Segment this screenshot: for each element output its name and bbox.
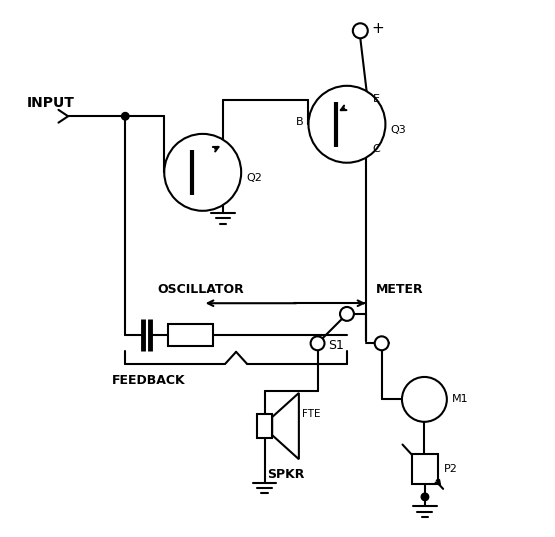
Text: E: E <box>372 94 380 104</box>
FancyBboxPatch shape <box>412 454 438 483</box>
Text: FEEDBACK: FEEDBACK <box>112 374 185 387</box>
Text: Q2: Q2 <box>246 173 263 183</box>
Text: OSCILLATOR: OSCILLATOR <box>157 284 244 296</box>
Text: FTE: FTE <box>301 409 320 419</box>
Circle shape <box>402 377 447 422</box>
Text: METER: METER <box>376 284 424 296</box>
Circle shape <box>375 336 388 350</box>
Text: M1: M1 <box>452 394 469 404</box>
FancyBboxPatch shape <box>168 324 213 346</box>
Text: B: B <box>295 117 303 127</box>
Circle shape <box>353 23 368 38</box>
Text: C: C <box>372 144 380 154</box>
Text: INPUT: INPUT <box>27 96 74 110</box>
Circle shape <box>309 86 385 163</box>
FancyBboxPatch shape <box>257 414 272 438</box>
Text: S1: S1 <box>328 339 344 352</box>
Circle shape <box>340 307 354 321</box>
Circle shape <box>164 134 241 211</box>
Text: Q3: Q3 <box>391 125 406 135</box>
Text: +: + <box>371 20 384 35</box>
Circle shape <box>311 336 325 350</box>
Circle shape <box>122 113 129 120</box>
Text: P2: P2 <box>444 464 458 474</box>
Text: SPKR: SPKR <box>267 468 304 481</box>
Circle shape <box>421 493 428 500</box>
